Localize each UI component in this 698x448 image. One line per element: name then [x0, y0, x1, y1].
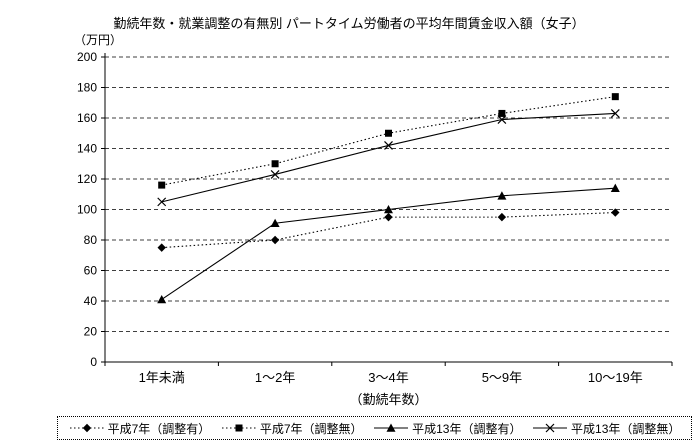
marker-x	[497, 115, 507, 124]
y-tick-label: 0	[90, 355, 97, 369]
marker-square	[385, 129, 392, 137]
y-tick-label: 60	[84, 264, 98, 278]
marker-triangle	[497, 191, 507, 200]
marker-square	[158, 181, 166, 189]
series-line	[161, 112, 616, 203]
marker-square	[271, 160, 279, 168]
legend-item: 平成7年（調整有）	[69, 420, 211, 437]
marker-x	[384, 141, 393, 150]
legend: 平成7年（調整有） 平成7年（調整無） 平成13年（調整有） 平成13年（調整無…	[57, 416, 692, 440]
legend-marker-x-icon	[532, 422, 568, 434]
marker-x	[610, 109, 620, 118]
legend-marker-diamond-icon	[69, 422, 105, 434]
chart-title: 勤続年数・就業調整の有無別 パートタイム労働者の平均年間賃金収入額（女子）	[113, 16, 585, 31]
category-label: 10～19年	[587, 370, 643, 385]
series-line	[161, 187, 616, 300]
marker-x	[270, 170, 280, 179]
y-tick-label: 120	[77, 172, 97, 186]
marker-diamond	[157, 243, 166, 252]
series-0	[157, 208, 620, 252]
legend-label: 平成13年（調整有）	[412, 421, 522, 436]
x-category-labels: 1年未満 1～2年 3～4年 5～9年 10～19年	[105, 367, 672, 386]
series-1	[158, 93, 619, 189]
y-tick-label: 80	[84, 233, 98, 247]
marker-square	[498, 109, 506, 117]
marker-diamond	[611, 208, 620, 217]
marker-x	[545, 423, 555, 433]
legend-label: 平成13年（調整無）	[571, 421, 681, 436]
y-tick-label: 140	[77, 142, 97, 156]
y-tick-label: 160	[77, 111, 97, 125]
marker-triangle	[384, 205, 393, 214]
legend-item: 平成13年（調整有）	[373, 420, 521, 437]
category-label: 5～9年	[481, 370, 523, 385]
marker-triangle	[386, 423, 396, 432]
marker-triangle	[157, 294, 167, 304]
y-tick-label: 180	[77, 81, 97, 95]
legend-label: 平成7年（調整無）	[259, 421, 363, 436]
legend-item: 平成7年（調整無）	[221, 420, 363, 437]
marker-triangle	[610, 183, 620, 192]
marker-triangle	[270, 218, 280, 228]
y-tick-label: 20	[84, 325, 98, 339]
marker-diamond	[384, 212, 393, 222]
x-axis-title: （勤続年数）	[349, 392, 428, 407]
legend-marker-square-icon	[221, 422, 257, 434]
legend-marker-triangle-icon	[373, 422, 409, 434]
marker-diamond	[270, 235, 280, 245]
series-line	[161, 96, 616, 186]
category-label: 1年未満	[138, 370, 185, 385]
series-2	[157, 183, 620, 304]
marker-diamond	[82, 423, 91, 433]
y-tick-label: 200	[77, 50, 97, 64]
marker-diamond	[497, 212, 507, 222]
series-3	[157, 109, 620, 207]
y-axis-unit-label: （万円）	[74, 33, 123, 47]
legend-label: 平成7年（調整有）	[107, 421, 211, 436]
legend-item: 平成13年（調整無）	[532, 420, 680, 437]
marker-square	[611, 93, 619, 101]
y-tick-label: 100	[77, 203, 97, 217]
category-label: 3～4年	[368, 370, 409, 385]
category-label: 1～2年	[254, 370, 296, 385]
marker-x	[157, 197, 167, 207]
y-tick-label: 40	[84, 294, 98, 308]
chart-plot-svg: 0 20 40 60 80 100 120 140 160 180 200	[77, 50, 673, 369]
marker-square	[235, 424, 243, 432]
